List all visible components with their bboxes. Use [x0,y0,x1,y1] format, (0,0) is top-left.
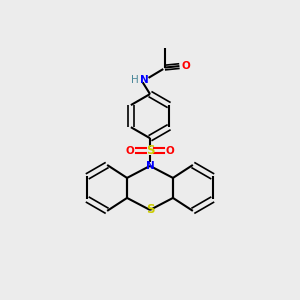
Text: O: O [182,61,190,71]
Text: O: O [126,146,135,156]
Text: O: O [165,146,174,156]
Text: S: S [146,203,154,216]
Text: H: H [130,75,138,85]
Text: N: N [146,161,154,171]
Text: S: S [146,144,154,157]
Text: N: N [140,75,148,85]
